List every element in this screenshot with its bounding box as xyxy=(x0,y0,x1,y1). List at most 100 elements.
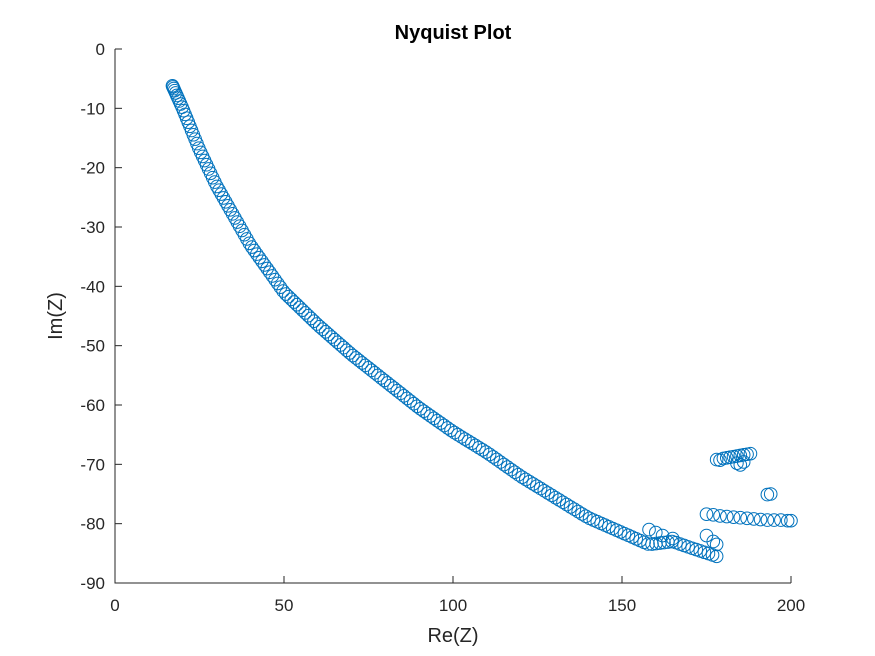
data-point xyxy=(730,456,744,470)
data-point xyxy=(265,269,280,283)
y-tick-label: -60 xyxy=(80,396,105,415)
data-point xyxy=(489,452,504,467)
data-point xyxy=(548,490,563,505)
data-point xyxy=(544,488,559,503)
data-point xyxy=(447,425,462,440)
data-point xyxy=(511,467,526,482)
data-point xyxy=(172,94,187,108)
data-point xyxy=(440,421,455,435)
data-point xyxy=(541,486,555,500)
data-point xyxy=(736,455,751,469)
data-point xyxy=(526,477,540,491)
data-point xyxy=(537,483,552,498)
data-point xyxy=(571,504,585,519)
data-point xyxy=(221,198,235,213)
data-point xyxy=(713,453,727,467)
data-point xyxy=(430,413,445,428)
data-point xyxy=(519,472,533,487)
data-point xyxy=(298,306,313,320)
data-point xyxy=(223,202,238,217)
data-point xyxy=(281,289,296,304)
data-point xyxy=(468,438,483,453)
data-point xyxy=(257,258,272,272)
data-point xyxy=(697,545,712,560)
data-point xyxy=(247,243,262,258)
data-point xyxy=(685,541,699,556)
data-point xyxy=(240,232,254,246)
ticks: 0 50 100 150 200 0 -10 -20 -30 -40 -50 -60 -70 -80 -90 xyxy=(80,40,805,615)
data-point xyxy=(709,549,724,564)
data-point xyxy=(774,513,788,527)
data-point xyxy=(699,507,714,521)
data-point xyxy=(641,537,655,551)
x-tick-label: 100 xyxy=(439,596,467,615)
data-point xyxy=(693,544,708,558)
data-point xyxy=(461,434,476,448)
y-tick-label: -50 xyxy=(80,337,105,356)
data-point xyxy=(733,510,748,525)
data-point xyxy=(276,284,290,298)
data-point xyxy=(665,531,680,546)
data-point xyxy=(508,465,522,479)
data-point xyxy=(242,236,257,251)
data-point xyxy=(284,292,299,307)
x-axis-label: Re(Z) xyxy=(427,625,478,647)
data-point xyxy=(451,427,465,442)
data-point xyxy=(454,430,469,444)
data-point xyxy=(706,534,721,549)
data-markers xyxy=(165,78,798,564)
data-point xyxy=(232,219,247,234)
chart-title: Nyquist Plot xyxy=(395,22,512,44)
data-point xyxy=(437,418,451,433)
axes xyxy=(114,49,791,584)
x-tick-label: 200 xyxy=(777,596,805,615)
y-tick-label: 0 xyxy=(96,40,105,59)
axis-lines xyxy=(114,49,791,584)
data-point xyxy=(733,458,748,472)
data-point xyxy=(410,399,424,414)
data-point xyxy=(444,423,458,438)
data-point xyxy=(567,502,582,517)
data-point xyxy=(726,510,741,524)
data-point xyxy=(559,497,574,512)
y-tick-label: -20 xyxy=(80,159,105,178)
data-point xyxy=(171,91,185,105)
data-point xyxy=(504,462,519,477)
data-point xyxy=(497,457,511,472)
data-point xyxy=(245,240,259,254)
data-point xyxy=(212,183,226,197)
data-point xyxy=(578,509,593,524)
data-point xyxy=(642,522,656,537)
data-point xyxy=(753,512,768,527)
y-tick-label: -40 xyxy=(80,277,105,296)
data-point xyxy=(649,525,663,540)
data-point xyxy=(713,509,727,523)
data-point xyxy=(655,528,670,543)
x-tick-label: 0 xyxy=(110,596,119,615)
data-point xyxy=(533,481,548,496)
data-point xyxy=(225,207,240,221)
data-point xyxy=(784,513,798,528)
data-point xyxy=(486,450,500,464)
data-point xyxy=(423,409,438,423)
data-point xyxy=(427,411,441,426)
data-point xyxy=(515,470,529,484)
data-point xyxy=(218,195,233,209)
data-point xyxy=(575,507,589,521)
data-point xyxy=(416,404,431,418)
data-point xyxy=(709,537,724,552)
data-point xyxy=(475,443,490,457)
data-point xyxy=(493,455,508,469)
data-point xyxy=(563,500,578,514)
data-point xyxy=(689,542,704,557)
data-point xyxy=(255,254,269,269)
data-point xyxy=(287,295,301,309)
data-point xyxy=(740,511,754,526)
data-point xyxy=(780,513,795,528)
data-point xyxy=(295,303,310,317)
data-point xyxy=(479,445,493,459)
data-point xyxy=(216,191,231,205)
data-point xyxy=(458,432,472,446)
data-point xyxy=(268,272,282,287)
data-point xyxy=(767,513,781,527)
